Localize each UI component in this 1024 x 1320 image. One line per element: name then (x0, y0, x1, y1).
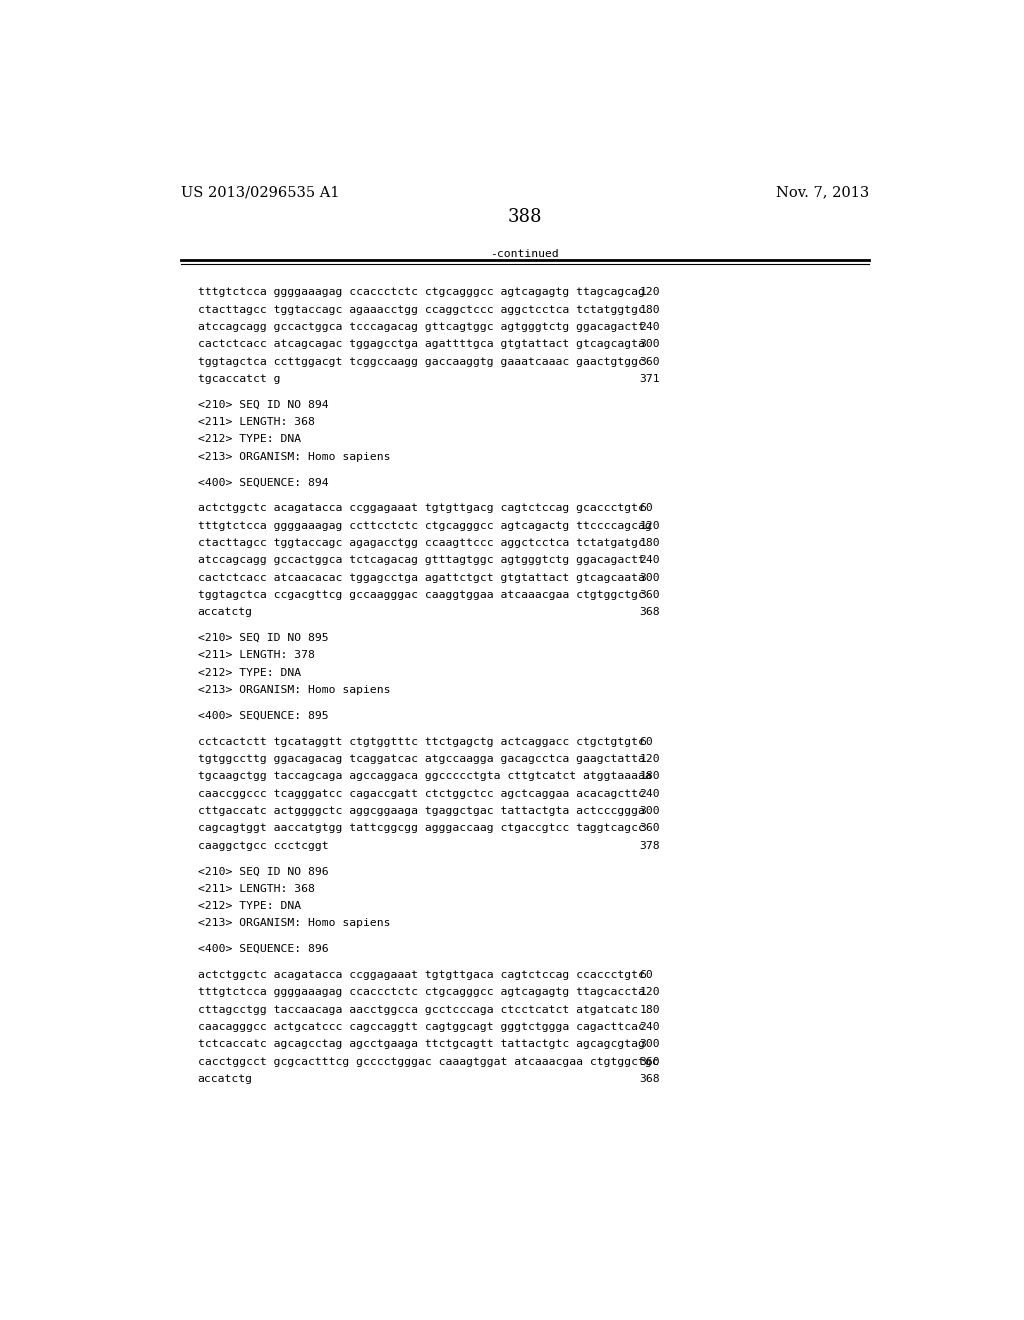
Text: cacctggcct gcgcactttcg gcccctgggac caaagtggat atcaaacgaa ctgtggctgc: cacctggcct gcgcactttcg gcccctgggac caaag… (198, 1056, 658, 1067)
Text: tttgtctcca ggggaaagag ccaccctctc ctgcagggcc agtcagagtg ttagcaccta: tttgtctcca ggggaaagag ccaccctctc ctgcagg… (198, 987, 645, 998)
Text: cttgaccatc actggggctc aggcggaaga tgaggctgac tattactgta actcccggga: cttgaccatc actggggctc aggcggaaga tgaggct… (198, 807, 645, 816)
Text: cagcagtggt aaccatgtgg tattcggcgg agggaccaag ctgaccgtcc taggtcagcc: cagcagtggt aaccatgtgg tattcggcgg agggacc… (198, 824, 645, 833)
Text: accatctg: accatctg (198, 607, 253, 618)
Text: tggtagctca ccgacgttcg gccaagggac caaggtggaa atcaaacgaa ctgtggctgc: tggtagctca ccgacgttcg gccaagggac caaggtg… (198, 590, 645, 601)
Text: 240: 240 (640, 1022, 660, 1032)
Text: caaccggccc tcagggatcc cagaccgatt ctctggctcc agctcaggaa acacagcttc: caaccggccc tcagggatcc cagaccgatt ctctggc… (198, 788, 645, 799)
Text: tgcaccatct g: tgcaccatct g (198, 374, 281, 384)
Text: 120: 120 (640, 754, 660, 764)
Text: <211> LENGTH: 368: <211> LENGTH: 368 (198, 884, 314, 894)
Text: 378: 378 (640, 841, 660, 850)
Text: 300: 300 (640, 1039, 660, 1049)
Text: tgtggccttg ggacagacag tcaggatcac atgccaagga gacagcctca gaagctatta: tgtggccttg ggacagacag tcaggatcac atgccaa… (198, 754, 645, 764)
Text: 368: 368 (640, 1074, 660, 1084)
Text: <212> TYPE: DNA: <212> TYPE: DNA (198, 434, 301, 445)
Text: caacagggcc actgcatccc cagccaggtt cagtggcagt gggtctggga cagacttcac: caacagggcc actgcatccc cagccaggtt cagtggc… (198, 1022, 645, 1032)
Text: 360: 360 (640, 590, 660, 601)
Text: 388: 388 (508, 209, 542, 227)
Text: tttgtctcca ggggaaagag ccttcctctc ctgcagggcc agtcagactg ttccccagcag: tttgtctcca ggggaaagag ccttcctctc ctgcagg… (198, 520, 651, 531)
Text: 120: 120 (640, 288, 660, 297)
Text: <213> ORGANISM: Homo sapiens: <213> ORGANISM: Homo sapiens (198, 685, 390, 696)
Text: <210> SEQ ID NO 895: <210> SEQ ID NO 895 (198, 634, 329, 643)
Text: <400> SEQUENCE: 896: <400> SEQUENCE: 896 (198, 944, 329, 954)
Text: cactctcacc atcagcagac tggagcctga agattttgca gtgtattact gtcagcagta: cactctcacc atcagcagac tggagcctga agatttt… (198, 339, 645, 350)
Text: 180: 180 (640, 305, 660, 314)
Text: 360: 360 (640, 356, 660, 367)
Text: tgcaagctgg taccagcaga agccaggaca ggccccctgta cttgtcatct atggtaaaaa: tgcaagctgg taccagcaga agccaggaca ggccccc… (198, 771, 651, 781)
Text: 368: 368 (640, 607, 660, 618)
Text: 60: 60 (640, 737, 653, 747)
Text: atccagcagg gccactggca tctcagacag gtttagtggc agtgggtctg ggacagactt: atccagcagg gccactggca tctcagacag gtttagt… (198, 556, 645, 565)
Text: US 2013/0296535 A1: US 2013/0296535 A1 (180, 185, 339, 199)
Text: 180: 180 (640, 539, 660, 548)
Text: <212> TYPE: DNA: <212> TYPE: DNA (198, 902, 301, 911)
Text: cactctcacc atcaacacac tggagcctga agattctgct gtgtattact gtcagcaata: cactctcacc atcaacacac tggagcctga agattct… (198, 573, 645, 582)
Text: actctggctc acagatacca ccggagaaat tgtgttgacg cagtctccag gcaccctgtc: actctggctc acagatacca ccggagaaat tgtgttg… (198, 503, 645, 513)
Text: tctcaccatc agcagcctag agcctgaaga ttctgcagtt tattactgtc agcagcgtag: tctcaccatc agcagcctag agcctgaaga ttctgca… (198, 1039, 645, 1049)
Text: ctacttagcc tggtaccagc agagacctgg ccaagttccc aggctcctca tctatgatgc: ctacttagcc tggtaccagc agagacctgg ccaagtt… (198, 539, 645, 548)
Text: 60: 60 (640, 970, 653, 979)
Text: <211> LENGTH: 378: <211> LENGTH: 378 (198, 651, 314, 660)
Text: <211> LENGTH: 368: <211> LENGTH: 368 (198, 417, 314, 428)
Text: <213> ORGANISM: Homo sapiens: <213> ORGANISM: Homo sapiens (198, 451, 390, 462)
Text: 120: 120 (640, 987, 660, 998)
Text: cctcactctt tgcataggtt ctgtggtttc ttctgagctg actcaggacc ctgctgtgtc: cctcactctt tgcataggtt ctgtggtttc ttctgag… (198, 737, 645, 747)
Text: cttagcctgg taccaacaga aacctggcca gcctcccaga ctcctcatct atgatcatc: cttagcctgg taccaacaga aacctggcca gcctccc… (198, 1005, 638, 1015)
Text: 300: 300 (640, 573, 660, 582)
Text: 240: 240 (640, 322, 660, 333)
Text: 371: 371 (640, 374, 660, 384)
Text: 360: 360 (640, 824, 660, 833)
Text: 300: 300 (640, 339, 660, 350)
Text: <400> SEQUENCE: 895: <400> SEQUENCE: 895 (198, 711, 329, 721)
Text: ctacttagcc tggtaccagc agaaacctgg ccaggctccc aggctcctca tctatggtgc: ctacttagcc tggtaccagc agaaacctgg ccaggct… (198, 305, 645, 314)
Text: 300: 300 (640, 807, 660, 816)
Text: -continued: -continued (490, 249, 559, 259)
Text: accatctg: accatctg (198, 1074, 253, 1084)
Text: 360: 360 (640, 1056, 660, 1067)
Text: Nov. 7, 2013: Nov. 7, 2013 (775, 185, 869, 199)
Text: <400> SEQUENCE: 894: <400> SEQUENCE: 894 (198, 478, 329, 487)
Text: actctggctc acagatacca ccggagaaat tgtgttgaca cagtctccag ccaccctgtc: actctggctc acagatacca ccggagaaat tgtgttg… (198, 970, 645, 979)
Text: tttgtctcca ggggaaagag ccaccctctc ctgcagggcc agtcagagtg ttagcagcag: tttgtctcca ggggaaagag ccaccctctc ctgcagg… (198, 288, 645, 297)
Text: 240: 240 (640, 788, 660, 799)
Text: 180: 180 (640, 1005, 660, 1015)
Text: caaggctgcc ccctcggt: caaggctgcc ccctcggt (198, 841, 329, 850)
Text: atccagcagg gccactggca tcccagacag gttcagtggc agtgggtctg ggacagactt: atccagcagg gccactggca tcccagacag gttcagt… (198, 322, 645, 333)
Text: 240: 240 (640, 556, 660, 565)
Text: <210> SEQ ID NO 896: <210> SEQ ID NO 896 (198, 866, 329, 876)
Text: tggtagctca ccttggacgt tcggccaagg gaccaaggtg gaaatcaaac gaactgtggc: tggtagctca ccttggacgt tcggccaagg gaccaag… (198, 356, 645, 367)
Text: 60: 60 (640, 503, 653, 513)
Text: 120: 120 (640, 520, 660, 531)
Text: <210> SEQ ID NO 894: <210> SEQ ID NO 894 (198, 400, 329, 409)
Text: <212> TYPE: DNA: <212> TYPE: DNA (198, 668, 301, 677)
Text: <213> ORGANISM: Homo sapiens: <213> ORGANISM: Homo sapiens (198, 919, 390, 928)
Text: 180: 180 (640, 771, 660, 781)
